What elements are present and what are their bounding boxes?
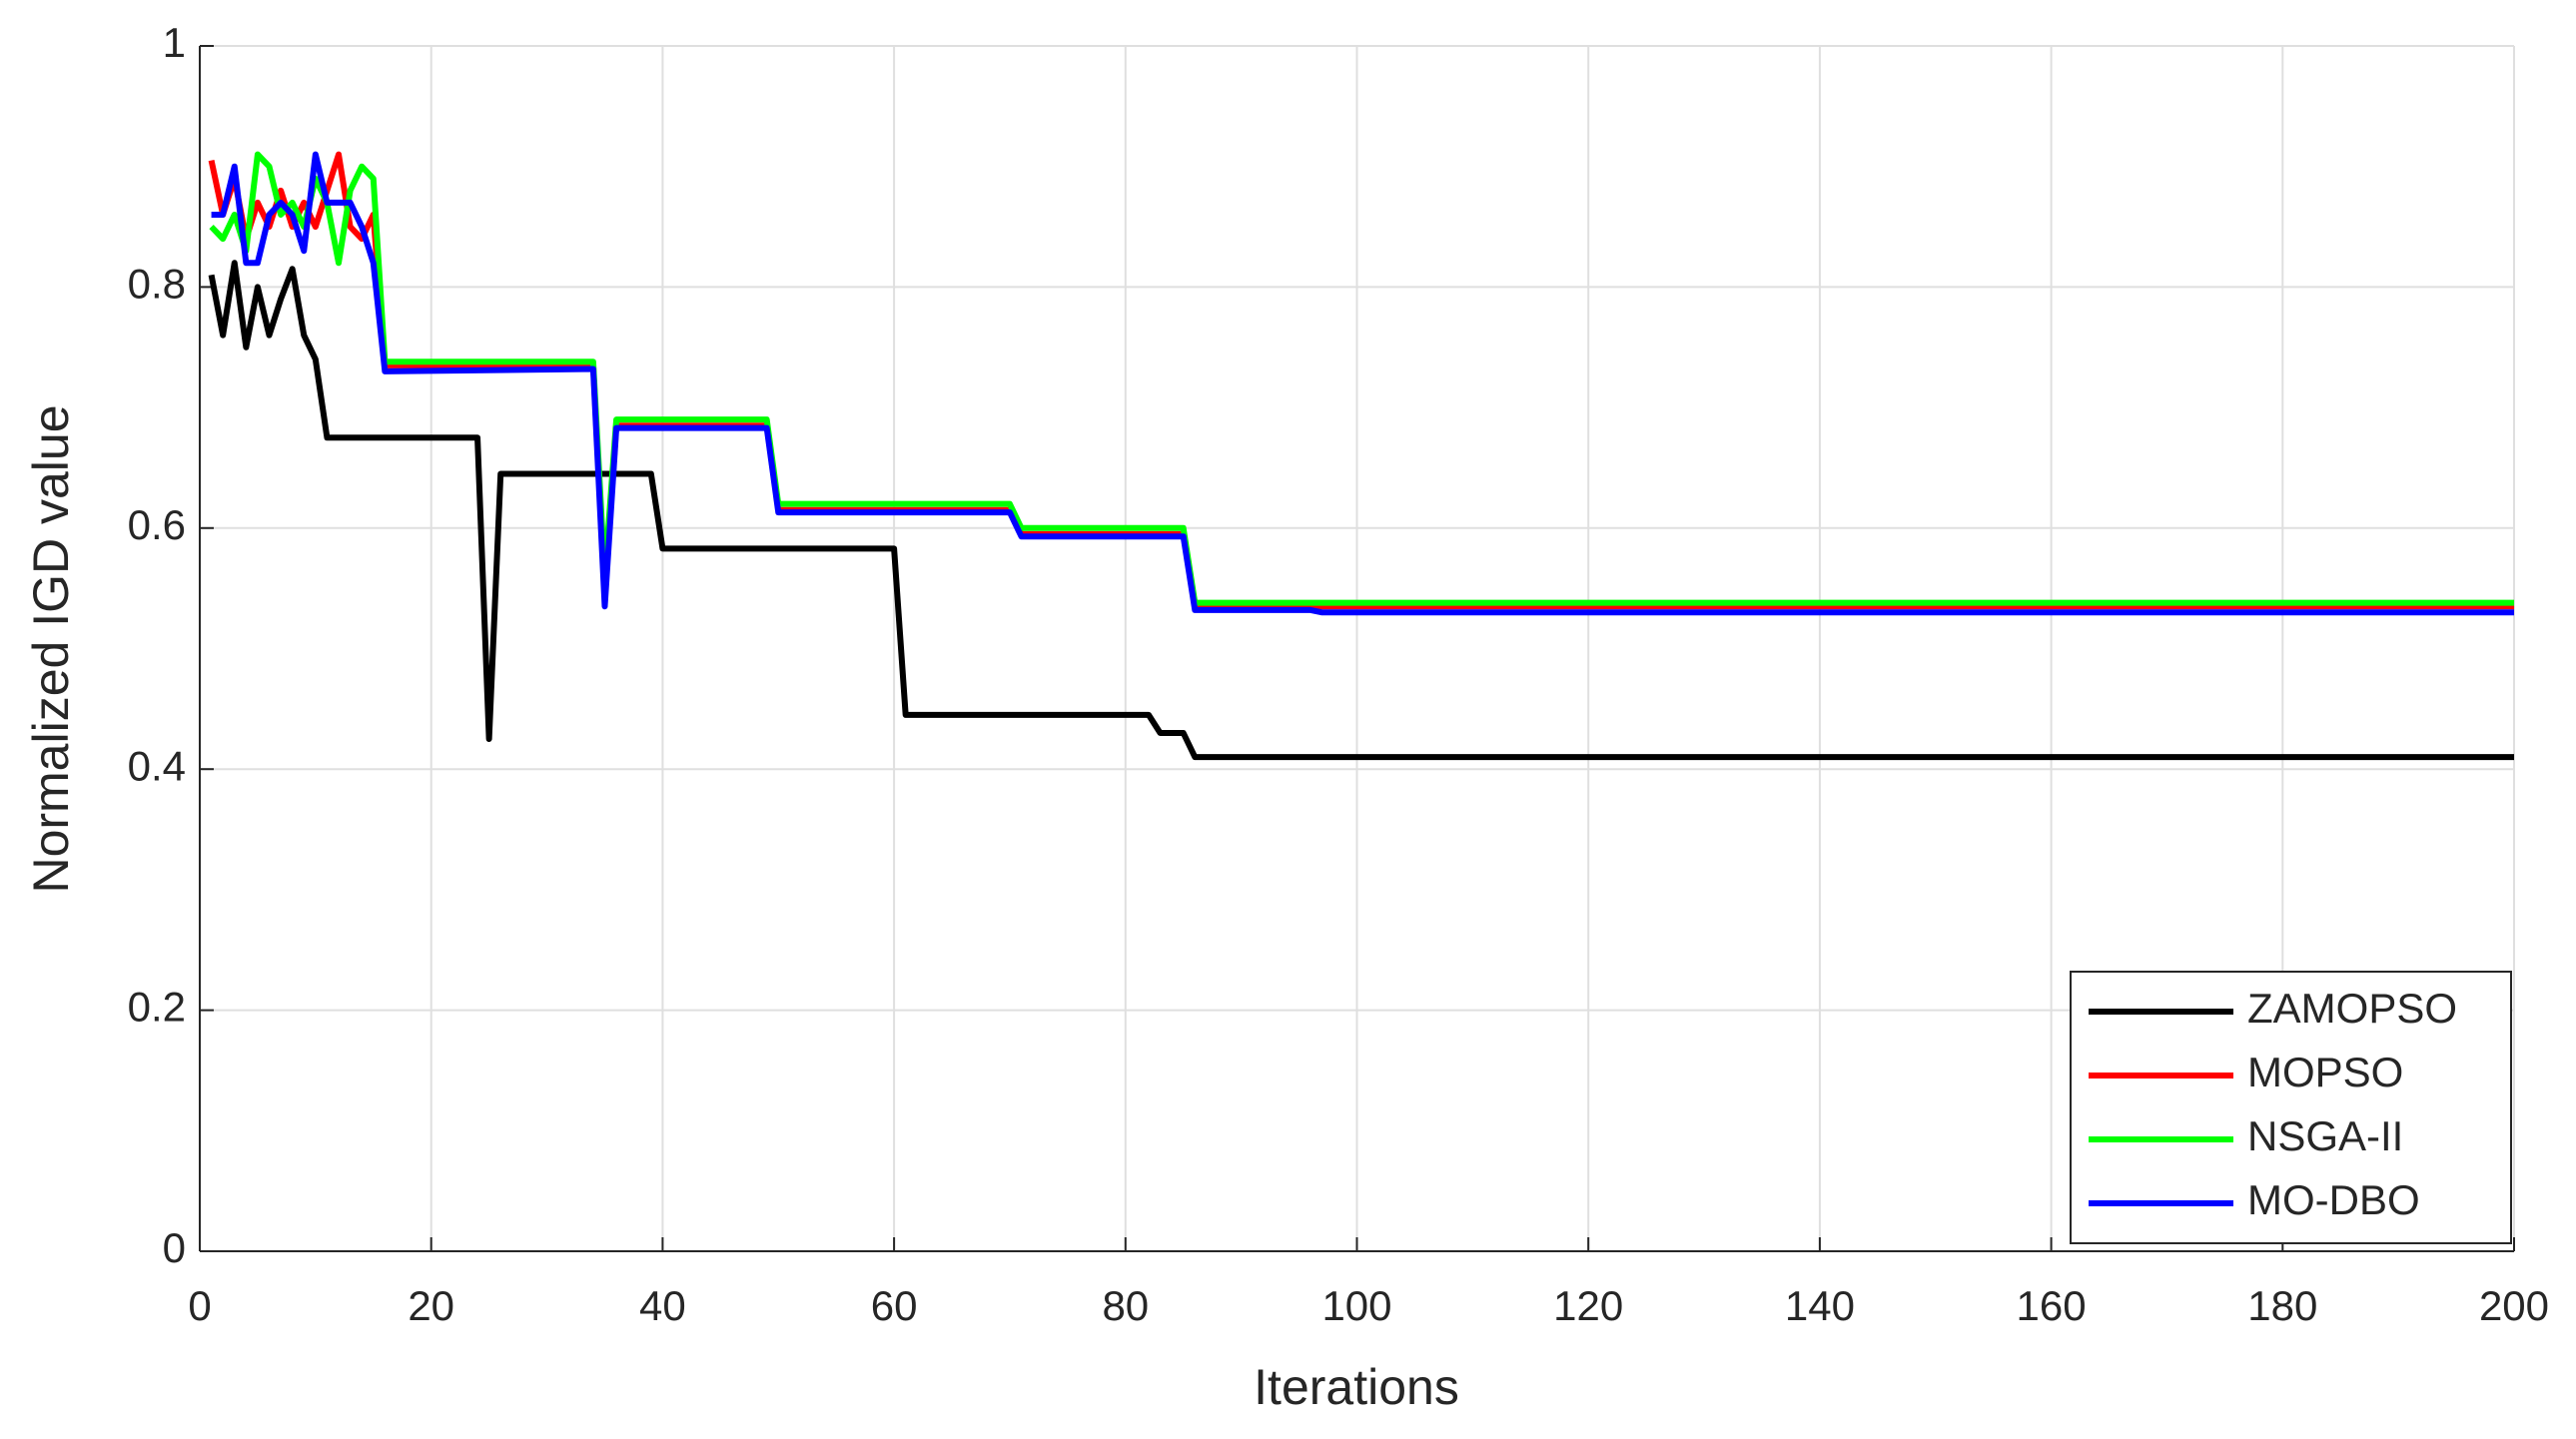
x-tick-label: 200 (2479, 1282, 2549, 1329)
y-tick-label: 1 (163, 19, 186, 66)
y-tick-label: 0.8 (128, 260, 186, 307)
x-tick-label: 60 (871, 1282, 918, 1329)
x-tick-label: 100 (1321, 1282, 1391, 1329)
x-tick-label: 180 (2247, 1282, 2317, 1329)
x-tick-label: 40 (639, 1282, 686, 1329)
x-tick-label: 0 (188, 1282, 211, 1329)
legend-box (2070, 971, 2512, 1244)
legend-label: NSGA-II (2247, 1112, 2403, 1159)
legend-label: ZAMOPSO (2247, 985, 2457, 1032)
legend-label: MO-DBO (2247, 1176, 2420, 1223)
legend-label: MOPSO (2247, 1049, 2403, 1095)
series-line (209, 151, 2514, 606)
x-tick-label: 20 (408, 1282, 454, 1329)
series-line (211, 151, 2514, 616)
y-axis-label: Normalized IGD value (23, 404, 79, 893)
x-tick-label: 160 (2017, 1282, 2087, 1329)
x-axis-label: Iterations (1254, 1359, 1459, 1415)
y-tick-label: 0.2 (128, 984, 186, 1031)
y-tick-label: 0 (163, 1224, 186, 1271)
x-tick-label: 80 (1102, 1282, 1149, 1329)
y-tick-label: 0.6 (128, 501, 186, 548)
y-tick-label: 0.4 (128, 742, 186, 789)
x-tick-label: 140 (1785, 1282, 1855, 1329)
series-line (208, 260, 2514, 761)
x-tick-label: 120 (1553, 1282, 1623, 1329)
